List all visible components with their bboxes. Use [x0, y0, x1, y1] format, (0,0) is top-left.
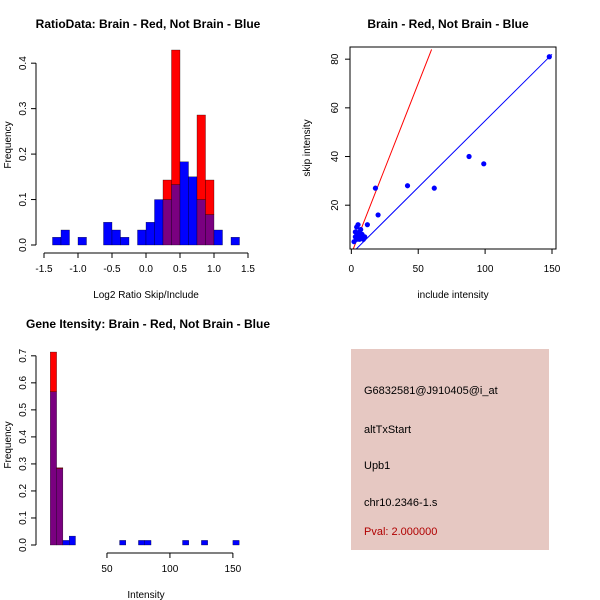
location-text: chr10.2346-1.s	[364, 497, 438, 509]
gene-intensity-hist-not-brain-bar	[144, 540, 152, 546]
ratio-hist-overlap-bar	[162, 199, 172, 246]
ratio-hist-not-brain-bar	[179, 161, 189, 246]
ratio-hist-not-brain-bar	[77, 237, 87, 246]
intensity-scatter-point	[404, 183, 411, 189]
intensity-scatter-x-tick-label: 100	[477, 264, 494, 275]
gene-intensity-hist-not-brain-bar	[62, 540, 70, 546]
gene-intensity-hist-title: Gene Itensity: Brain - Red, Not Brain - …	[26, 317, 270, 331]
intensity-scatter-point	[546, 54, 552, 60]
ratio-hist-not-brain-bar	[188, 176, 198, 246]
ratio-hist-not-brain-bar	[120, 237, 130, 246]
ratio-hist-x-tick-label: -1.5	[35, 264, 53, 275]
ratio-hist-not-brain-bar	[213, 229, 223, 246]
ratio-hist-brain-bar	[162, 179, 172, 200]
intensity-scatter-ylabel: skip intensity	[302, 119, 313, 176]
intensity-scatter-point	[481, 161, 487, 167]
ratio-hist-not-brain-bar	[60, 229, 70, 246]
ratio-hist-overlap-bar	[171, 184, 181, 246]
gene-intensity-hist-brain-bar	[50, 351, 57, 392]
ratio-hist-y-tick-label: 0.3	[18, 101, 29, 115]
gene-intensity-hist-y-tick-label: 0.5	[18, 402, 29, 416]
gene-intensity-hist-not-brain-bar	[182, 540, 189, 546]
gene-intensity-hist-y-tick-label: 0.1	[18, 511, 29, 525]
ratio-hist-x-tick-label: 1.5	[241, 264, 255, 275]
gene-intensity-hist-overlap-bar	[56, 468, 64, 546]
gene-intensity-hist-x-tick-label: 150	[225, 564, 242, 575]
intensity-scatter-point	[358, 226, 364, 233]
intensity-scatter-point	[364, 222, 370, 228]
gene-intensity-hist-xlabel: Intensity	[127, 590, 164, 600]
ratio-hist-not-brain-bar	[52, 237, 62, 246]
ratio-hist-y-tick-label: 0.2	[18, 147, 29, 161]
gene-intensity-hist-y-tick-label: 0.0	[18, 538, 29, 552]
ratio-hist-not-brain-bar	[137, 229, 147, 246]
gene-intensity-hist-y-tick-label: 0.2	[18, 484, 29, 498]
ratio-hist-overlap-bar	[196, 199, 206, 246]
intensity-scatter-point	[362, 234, 368, 240]
ratio-hist-brain-bar	[171, 49, 181, 185]
ratio-hist-not-brain-bar	[145, 222, 155, 246]
intensity-scatter-brain-fit-line	[352, 49, 433, 249]
ratio-hist-overlap-bar	[205, 214, 215, 246]
ratio-hist-x-tick-label: -1.0	[69, 264, 87, 275]
gene-intensity-hist-y-tick-label: 0.4	[18, 430, 29, 444]
ratio-hist-x-tick-label: 0.0	[139, 264, 153, 275]
intensity-scatter-point	[431, 185, 437, 191]
intensity-scatter-point	[372, 185, 379, 191]
ratio-hist-x-tick-label: -0.5	[103, 264, 121, 275]
gene-intensity-hist-x-tick-label: 100	[162, 564, 179, 575]
gene-intensity-hist-not-brain-bar	[232, 540, 240, 546]
gene-intensity-hist-not-brain-bar	[119, 540, 127, 546]
intensity-scatter-point	[355, 222, 361, 228]
intensity-scatter-point	[375, 212, 381, 218]
intensity-scatter-y-tick-label: 80	[330, 53, 341, 65]
info-panel: G6832581@J910405@i_at altTxStart Upb1 ch…	[351, 349, 549, 550]
pval-text: Pval: 2.000000	[364, 526, 438, 538]
intensity-scatter-xlabel: include intensity	[417, 290, 488, 301]
ratio-hist-not-brain-bar	[111, 229, 121, 246]
gene-intensity-hist-overlap-bar	[50, 391, 57, 546]
ratio-hist-brain-bar	[196, 114, 206, 200]
gene-intensity-hist-x-tick-label: 50	[101, 564, 113, 575]
intensity-scatter-y-tick-label: 60	[330, 102, 341, 114]
intensity-scatter-y-tick-label: 40	[330, 151, 341, 163]
ratio-hist-y-tick-label: 0.0	[18, 238, 29, 252]
ratio-hist-x-tick-label: 1.0	[207, 264, 221, 275]
gene-name-text: Upb1	[364, 460, 391, 472]
gene-intensity-hist-not-brain-bar	[69, 535, 76, 546]
ratio-hist-y-tick-label: 0.1	[18, 192, 29, 206]
ratio-hist-not-brain-bar	[154, 199, 164, 246]
ratio-hist-brain-bar	[205, 179, 215, 215]
intensity-scatter-x-tick-label: 50	[413, 264, 425, 275]
ratio-hist-xlabel: Log2 Ratio Skip/Include	[93, 290, 199, 301]
gene-intensity-hist-brain-bar	[56, 467, 64, 469]
gene-intensity-hist-y-tick-label: 0.3	[18, 457, 29, 471]
intensity-scatter-x-tick-label: 0	[349, 264, 355, 275]
ratio-hist-x-tick-label: 0.5	[173, 264, 187, 275]
gene-intensity-hist-y-tick-label: 0.6	[18, 375, 29, 389]
ratio-hist-not-brain-bar	[230, 237, 240, 246]
ratio-hist-not-brain-bar	[103, 222, 113, 246]
intensity-scatter-y-tick-label: 20	[330, 199, 341, 211]
intensity-scatter-not-brain-fit-line	[355, 53, 553, 249]
gene-intensity-hist-not-brain-bar	[138, 540, 145, 546]
intensity-scatter-plot-frame	[349, 46, 557, 250]
ratio-hist-title: RatioData: Brain - Red, Not Brain - Blue	[36, 17, 261, 31]
intensity-scatter-point	[466, 153, 472, 160]
ratio-hist-y-tick-label: 0.4	[18, 56, 29, 70]
ratio-hist-ylabel: Frequency	[3, 121, 14, 168]
probe-id-text: G6832581@J910405@i_at	[364, 385, 498, 397]
event-type-text: altTxStart	[364, 424, 412, 436]
gene-intensity-hist-y-tick-label: 0.7	[18, 348, 29, 362]
intensity-scatter-x-tick-label: 150	[544, 264, 561, 275]
gene-intensity-hist-not-brain-bar	[201, 540, 208, 546]
gene-intensity-hist-ylabel: Frequency	[3, 421, 14, 468]
intensity-scatter-title: Brain - Red, Not Brain - Blue	[367, 17, 529, 31]
